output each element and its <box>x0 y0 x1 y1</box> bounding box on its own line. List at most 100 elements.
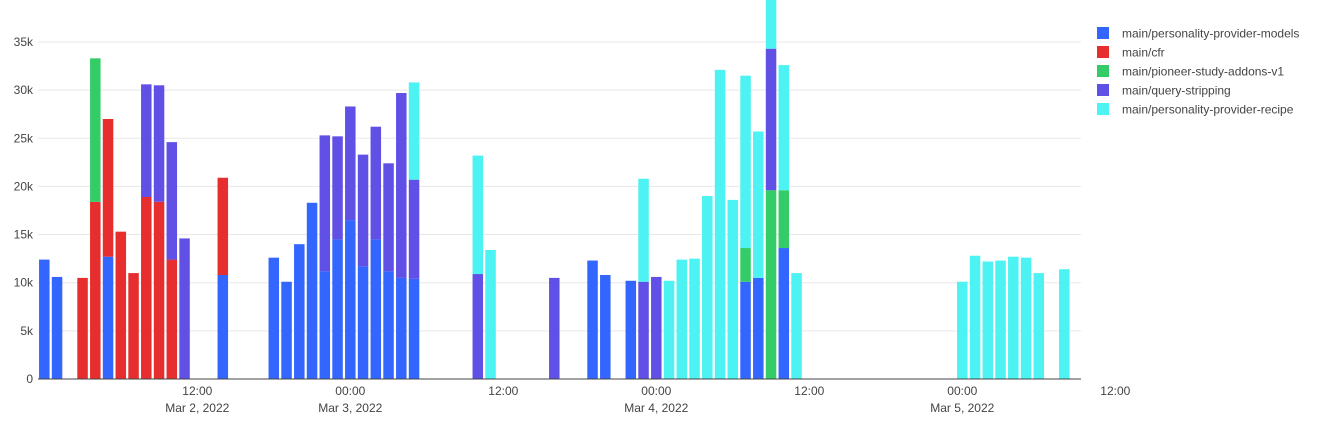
bar-segment <box>727 199 739 379</box>
bar-segment <box>345 106 356 221</box>
bar-segment <box>676 259 688 379</box>
bar-segment <box>549 277 560 379</box>
y-tick-label: 30k <box>14 83 34 97</box>
y-tick-label: 20k <box>14 179 34 193</box>
x-tick-label: 12:00 <box>488 384 518 398</box>
bar-segment <box>638 178 649 282</box>
bar-segment <box>1020 257 1032 379</box>
bar-segment <box>969 255 981 379</box>
bar-segment <box>753 277 764 379</box>
bar-segment <box>1008 256 1019 379</box>
legend-swatch <box>1097 27 1109 39</box>
bar-segment <box>995 260 1006 379</box>
bar-segment <box>740 75 751 249</box>
bar-segment <box>319 135 331 272</box>
bar-segment <box>141 84 152 197</box>
bar-segment <box>306 202 318 379</box>
bar-segment <box>90 201 101 379</box>
bar-segment <box>396 277 407 379</box>
legend-swatch <box>1097 46 1109 58</box>
x-tick-date-label: Mar 3, 2022 <box>318 401 382 415</box>
bar-segment <box>765 190 777 379</box>
bar-segment <box>1059 269 1070 379</box>
bar-segment <box>217 177 229 275</box>
bar-segment <box>128 273 139 379</box>
legend-label: main/pioneer-study-addons-v1 <box>1122 65 1284 79</box>
bar-segment <box>408 179 420 279</box>
bar-segment <box>791 273 802 379</box>
bar-segment <box>77 277 88 379</box>
bar-segment <box>217 275 229 379</box>
x-tick-label: 12:00 <box>182 384 212 398</box>
bars <box>39 0 1070 379</box>
legend-item[interactable]: main/cfr <box>1097 46 1165 60</box>
legend-item[interactable]: main/pioneer-study-addons-v1 <box>1097 65 1284 79</box>
legend-label: main/cfr <box>1122 46 1165 60</box>
bar-segment <box>982 261 994 379</box>
x-tick-date-label: Mar 4, 2022 <box>624 401 688 415</box>
bar-segment <box>600 275 611 379</box>
bar-segment <box>115 231 127 379</box>
legend-item[interactable]: main/personality-provider-models <box>1097 27 1299 41</box>
bar-segment <box>179 238 190 379</box>
x-tick-date-label: Mar 5, 2022 <box>930 401 994 415</box>
legend-swatch <box>1097 103 1109 115</box>
bar-segment <box>370 239 382 379</box>
y-tick-label: 10k <box>14 276 34 290</box>
bar-segment <box>408 278 420 379</box>
bar-segment <box>345 220 356 379</box>
bar-segment <box>357 154 369 267</box>
bar-segment <box>778 65 790 191</box>
bar-segment <box>166 259 178 379</box>
bar-segment <box>383 271 394 379</box>
bar-segment <box>294 244 305 379</box>
bar-segment <box>396 93 407 278</box>
bar-segment <box>778 248 790 379</box>
bar-segment <box>281 281 292 379</box>
bar-segment <box>153 85 165 202</box>
bar-segment <box>51 276 63 379</box>
bar-segment <box>957 281 968 379</box>
gridlines <box>38 41 1081 332</box>
bar-segment <box>689 258 700 379</box>
axes: 0 5k 10k 15k 20k 25k 30k 35k 12:00 Mar 2, 2022 00:… <box>14 35 1131 415</box>
legend-item[interactable]: main/query-stripping <box>1097 84 1231 98</box>
bar-segment <box>740 248 751 282</box>
y-tick-label: 35k <box>14 35 34 49</box>
x-tick-label: 00:00 <box>947 384 977 398</box>
x-tick-label: 00:00 <box>641 384 671 398</box>
bar-segment <box>740 281 751 379</box>
legend: main/personality-provider-models main/cfr… <box>1097 27 1299 117</box>
bar-segment <box>319 271 331 379</box>
x-tick-label: 12:00 <box>1100 384 1130 398</box>
bar-segment <box>102 256 114 379</box>
legend-label: main/query-stripping <box>1122 84 1231 98</box>
bar-segment <box>587 260 598 379</box>
x-tick-date-label: Mar 2, 2022 <box>165 401 229 415</box>
bar-segment <box>472 274 484 379</box>
legend-swatch <box>1097 84 1109 96</box>
bar-segment <box>485 249 496 379</box>
bar-segment <box>765 48 777 191</box>
y-tick-label: 0 <box>26 372 33 386</box>
legend-item[interactable]: main/personality-provider-recipe <box>1097 103 1294 117</box>
bar-segment <box>778 190 790 249</box>
bar-segment <box>153 201 165 379</box>
y-tick-label: 5k <box>20 324 34 338</box>
bar-segment <box>753 131 764 278</box>
bar-segment <box>268 257 280 379</box>
x-tick-label: 12:00 <box>794 384 824 398</box>
legend-label: main/personality-provider-recipe <box>1122 103 1294 117</box>
bar-segment <box>408 82 420 180</box>
y-tick-label: 25k <box>14 131 34 145</box>
bar-segment <box>651 276 662 379</box>
bar-segment <box>357 266 369 379</box>
bar-segment <box>1033 273 1045 379</box>
legend-swatch <box>1097 65 1109 77</box>
bar-segment <box>383 163 394 272</box>
bar-segment <box>702 196 713 379</box>
bar-segment <box>102 119 114 257</box>
bar-segment <box>332 136 343 240</box>
bar-segment <box>141 197 152 379</box>
